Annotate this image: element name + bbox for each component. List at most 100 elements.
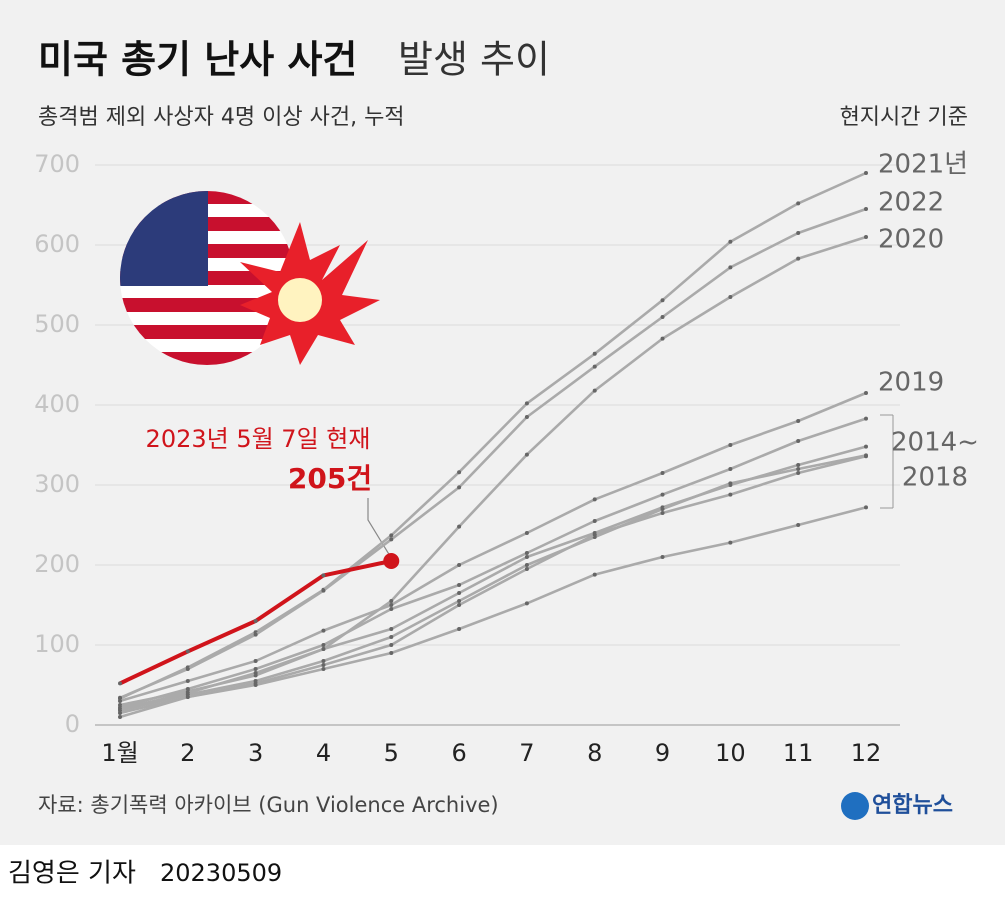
point	[389, 607, 394, 611]
point	[728, 492, 733, 497]
point	[389, 603, 394, 607]
y-tick-label: 400	[34, 390, 80, 418]
point	[728, 239, 733, 244]
y-tick-label: 300	[34, 470, 80, 498]
note: 현지시간 기준	[840, 105, 968, 130]
point	[660, 471, 665, 475]
y-tick-label: 600	[34, 230, 80, 258]
x-tick-label: 1월	[101, 739, 138, 767]
point	[457, 599, 462, 603]
point	[185, 649, 190, 654]
point	[660, 555, 665, 559]
point	[864, 391, 868, 395]
point	[592, 532, 597, 537]
series-label: 2019	[878, 368, 944, 398]
y-tick-label: 700	[34, 150, 80, 178]
point	[383, 553, 400, 569]
point	[321, 667, 326, 671]
point	[457, 524, 462, 529]
point	[457, 603, 462, 607]
point	[118, 681, 122, 686]
point	[796, 419, 801, 423]
series-line	[119, 454, 867, 715]
point	[321, 588, 326, 593]
x-tick-label: 3	[248, 739, 263, 767]
point	[660, 298, 665, 303]
point	[864, 416, 868, 421]
x-tick-label: 8	[587, 739, 602, 767]
leader-line	[367, 498, 391, 557]
point	[660, 492, 665, 497]
point	[389, 635, 394, 639]
point	[524, 401, 529, 406]
point	[592, 364, 597, 369]
series-label: 2021년	[878, 150, 968, 180]
point	[185, 687, 190, 691]
point	[524, 567, 529, 571]
point	[796, 467, 801, 471]
point	[389, 651, 394, 655]
point	[524, 531, 529, 535]
point	[321, 659, 326, 663]
point	[321, 628, 326, 633]
series-line	[119, 391, 867, 703]
group-label: 2018	[902, 463, 968, 493]
x-tick-label: 4	[316, 739, 331, 767]
point	[457, 591, 462, 595]
point	[185, 695, 190, 699]
point	[524, 601, 529, 606]
point	[185, 679, 190, 683]
point	[321, 663, 326, 667]
point	[253, 659, 258, 663]
point	[457, 470, 462, 475]
point	[118, 695, 122, 700]
point	[389, 599, 394, 603]
point	[796, 463, 801, 467]
point	[253, 671, 258, 675]
source: 자료: 총기폭력 아카이브 (Gun Violence Archive)	[38, 793, 499, 817]
point	[524, 555, 529, 559]
series-line	[119, 417, 867, 709]
point	[728, 467, 733, 471]
series-label: 2020	[878, 225, 944, 255]
x-tick-label: 5	[384, 739, 399, 767]
point	[253, 683, 258, 687]
point	[864, 171, 868, 175]
logo-icon	[841, 792, 869, 820]
point	[796, 231, 801, 235]
point	[728, 481, 733, 486]
point	[321, 643, 326, 647]
point	[457, 583, 462, 587]
point	[592, 351, 597, 356]
subtitle: 총격범 제외 사상자 4명 이상 사건, 누적	[38, 105, 405, 130]
logo: 연합뉴스	[872, 792, 953, 818]
point	[457, 485, 462, 490]
point	[796, 201, 801, 206]
point	[457, 627, 462, 631]
point	[118, 699, 122, 703]
series-line	[119, 171, 867, 700]
point	[389, 627, 394, 631]
point	[864, 505, 868, 510]
point	[524, 452, 529, 457]
x-tick-label: 11	[783, 739, 814, 767]
title-suffix: 발생 추이	[398, 38, 550, 82]
point	[728, 540, 733, 545]
point	[321, 573, 326, 578]
point	[253, 632, 258, 637]
point	[864, 235, 868, 239]
point	[592, 497, 597, 502]
point	[389, 643, 394, 647]
point	[118, 715, 122, 719]
point	[457, 563, 462, 567]
point	[524, 415, 529, 419]
point	[524, 551, 529, 555]
series-line	[119, 506, 867, 719]
date: 20230509	[160, 859, 282, 887]
title: 미국 총기 난사 사건	[38, 38, 357, 82]
point	[185, 667, 190, 671]
byline: 김영은 기자	[8, 859, 136, 889]
group-label: 2014~	[891, 428, 979, 458]
point	[592, 388, 597, 393]
point	[864, 207, 868, 211]
